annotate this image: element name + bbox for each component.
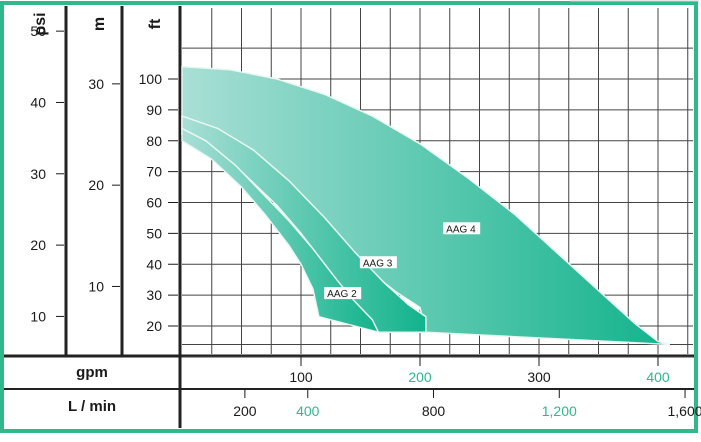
- axis-tick-label-ft: 100: [139, 71, 163, 87]
- axis-tick-label-m: 10: [88, 278, 104, 294]
- flow-tick-label-l-min: 1,600: [668, 403, 701, 419]
- flow-tick-label-l-min: 800: [422, 403, 446, 419]
- flow-axes: gpm 100 200 300 400 L / min 200 400 800 1,200 1,60…: [68, 356, 701, 419]
- flow-tick-label-gpm: 200: [408, 369, 432, 385]
- curve-label-aag-4: AAG 4: [446, 224, 476, 235]
- curve-label-bg: [359, 256, 397, 269]
- axis-unit-ft: ft: [147, 18, 164, 29]
- axis-unit-l-min: L / min: [68, 398, 116, 415]
- table-dividers: [4, 6, 694, 428]
- axis-tick-label-psi: 30: [30, 166, 46, 182]
- head-axes: psi 10 20 30 40 50 m 10 20 30 ft 20 30 40 50 60 70 80 90 10…: [30, 12, 178, 334]
- flow-tick-label-gpm: 100: [289, 369, 313, 385]
- axis-tick-label-ft: 50: [146, 225, 162, 241]
- curve-band-aag-2: [181, 127, 380, 334]
- curve-labels: AAG 4 AAG 3 AAG 2: [324, 222, 481, 300]
- axis-tick-label-ft: 20: [146, 318, 162, 334]
- curve-band-aag-4: [181, 65, 671, 346]
- flow-tick-label-gpm: 400: [646, 369, 670, 385]
- chart-frame: [0, 1, 698, 433]
- curve-label-bg: [443, 222, 481, 235]
- curve-label-aag-3: AAG 3: [363, 258, 393, 269]
- axis-tick-label-psi: 20: [30, 237, 46, 253]
- curve-label-aag-2: AAG 2: [327, 289, 357, 300]
- axis-tick-label-ft: 40: [146, 256, 162, 272]
- axis-tick-label-ft: 90: [146, 102, 162, 118]
- axis-tick-label-m: 30: [88, 76, 104, 92]
- axis-tick-label-m: 20: [88, 177, 104, 193]
- flow-tick-label-gpm: 300: [527, 369, 551, 385]
- axis-tick-label-ft: 70: [146, 164, 162, 180]
- axis-tick-label-ft: 30: [146, 287, 162, 303]
- flow-tick-label-l-min: 200: [233, 403, 257, 419]
- performance-curves: [181, 65, 671, 346]
- axis-unit-gpm: gpm: [76, 364, 108, 381]
- axis-tick-label-ft: 60: [146, 195, 162, 211]
- axis-tick-label-ft: 80: [146, 133, 162, 149]
- axis-unit-m: m: [91, 17, 108, 31]
- axis-tick-label-psi: 10: [30, 308, 46, 324]
- flow-tick-label-l-min: 400: [296, 403, 320, 419]
- axis-tick-label-psi: 40: [30, 94, 46, 110]
- axis-tick-label-psi: 50: [30, 23, 46, 39]
- curve-label-bg: [324, 287, 362, 300]
- axis-unit-psi: psi: [32, 12, 49, 35]
- flow-tick-label-l-min: 1,200: [542, 403, 577, 419]
